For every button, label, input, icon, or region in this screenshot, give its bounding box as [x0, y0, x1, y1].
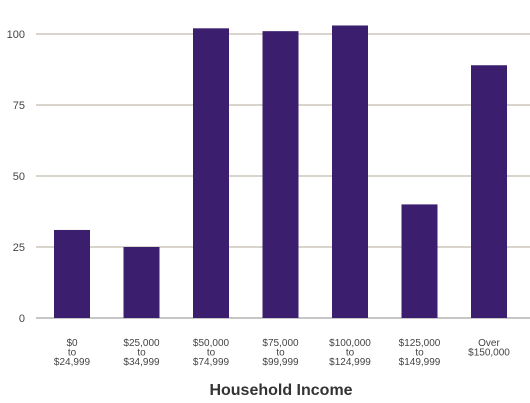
x-tick-label-line: to	[137, 348, 146, 359]
y-tick-label: 50	[13, 171, 25, 183]
x-tick-label-line: $50,000	[193, 338, 230, 349]
x-axis-ticks: $0 to $24,999$25,000 to $34,999$50,000 to $74,…	[54, 338, 510, 368]
bar	[193, 28, 229, 318]
x-tick-label-line: $100,000	[329, 338, 371, 349]
bar	[54, 229, 90, 318]
x-tick-label-line: $125,000	[399, 338, 441, 349]
y-tick-label: 25	[13, 242, 25, 254]
bar	[401, 204, 438, 318]
x-tick-label-line: $0	[66, 338, 78, 349]
x-tick-label-line: $149,999	[399, 357, 441, 368]
x-tick-label: $125,000 to $149,999	[399, 338, 441, 368]
x-tick-label-line: to	[346, 348, 355, 359]
x-axis-title: Household Income	[209, 382, 352, 398]
x-tick-label: $50,000 to $74,999	[193, 338, 230, 368]
bars	[54, 25, 507, 319]
x-tick-label-line: to	[68, 348, 77, 359]
x-tick-label-line: $150,000	[468, 348, 510, 359]
x-tick-label: $0 to $24,999	[54, 338, 91, 368]
x-tick-label-line: Over	[478, 338, 500, 349]
y-axis-ticks: 0 25 50 75 100	[7, 29, 25, 325]
x-tick-label: $25,000 to $34,999	[123, 338, 160, 368]
x-tick-label-line: $34,999	[123, 357, 160, 368]
bar	[471, 65, 507, 319]
bar	[123, 247, 160, 318]
y-tick-label: 75	[13, 100, 25, 112]
x-tick-label: $100,000 to $124,999	[329, 338, 371, 368]
y-tick-label: 0	[19, 313, 25, 325]
x-tick-label-line: $75,000	[262, 338, 299, 349]
x-tick-label-line: to	[276, 348, 285, 359]
bar	[262, 31, 299, 318]
x-tick-label-line: $74,999	[193, 357, 230, 368]
x-tick-label-line: $99,999	[262, 357, 299, 368]
x-tick-label-line: $25,000	[123, 338, 160, 349]
x-tick-label-line: $24,999	[54, 357, 91, 368]
bar	[332, 25, 368, 318]
x-tick-label-line: to	[415, 348, 424, 359]
y-tick-label: 100	[7, 29, 25, 41]
x-tick-label: $75,000 to $99,999	[262, 338, 299, 368]
x-tick-label-line: $124,999	[329, 357, 371, 368]
x-tick-label-line: to	[207, 348, 216, 359]
x-tick-label: Over $150,000	[468, 338, 510, 359]
